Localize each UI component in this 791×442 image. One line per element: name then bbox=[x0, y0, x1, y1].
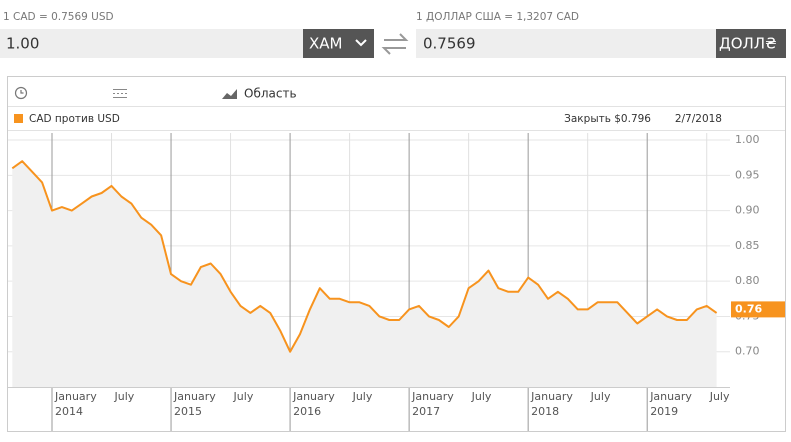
x-tick-label: July bbox=[471, 390, 492, 403]
right-rate: 1 ДОЛЛАР США = 1,3207 CAD bbox=[416, 11, 579, 23]
current-value-tag bbox=[731, 301, 785, 318]
chart-type-label[interactable]: Область bbox=[244, 87, 297, 101]
x-tick-label: January bbox=[530, 390, 573, 403]
x-year-label: 2015 bbox=[174, 405, 202, 418]
x-tick-label: January bbox=[292, 390, 335, 403]
right-amount: 0.7569 bbox=[423, 35, 476, 53]
x-tick-label: January bbox=[54, 390, 97, 403]
area-icon[interactable] bbox=[222, 89, 237, 99]
price-line bbox=[11, 160, 718, 353]
y-tick-label: 0.95 bbox=[735, 168, 760, 181]
x-tick-label: July bbox=[590, 390, 611, 403]
y-tick-label: 1.00 bbox=[735, 133, 760, 146]
x-year-label: 2018 bbox=[531, 405, 559, 418]
left-amount-input[interactable] bbox=[0, 29, 303, 58]
x-year-label: 2017 bbox=[412, 405, 440, 418]
swap-button[interactable] bbox=[381, 33, 409, 55]
x-tick-label: January bbox=[173, 390, 216, 403]
left-rate: 1 CAD = 0.7569 USD bbox=[3, 11, 114, 23]
right-currency-button[interactable]: ДОЛЛ₴ bbox=[716, 29, 786, 58]
x-tick-label: July bbox=[352, 390, 373, 403]
current-value-label: 0.76 bbox=[735, 302, 762, 315]
y-tick-label: 0.70 bbox=[735, 345, 760, 358]
plot: 0.700.750.800.850.900.951.00January2014J… bbox=[8, 133, 785, 431]
time-range-button[interactable] bbox=[14, 86, 28, 100]
right-amount-input[interactable] bbox=[416, 29, 716, 58]
dropdown-chevron bbox=[355, 39, 367, 47]
x-year-label: 2019 bbox=[650, 405, 678, 418]
left-amount: 1.00 bbox=[6, 35, 39, 53]
x-tick-label: July bbox=[114, 390, 135, 403]
indicators-button[interactable] bbox=[113, 89, 127, 98]
area-fill bbox=[12, 161, 717, 387]
legend-swatch bbox=[14, 114, 23, 123]
y-tick-label: 0.80 bbox=[735, 274, 760, 287]
close-text: Закрыть $0.796 bbox=[564, 113, 651, 125]
close-date: 2/7/2018 bbox=[675, 113, 722, 125]
x-tick-label: July bbox=[233, 390, 254, 403]
y-tick-label: 0.85 bbox=[735, 239, 760, 252]
y-tick-label: 0.90 bbox=[735, 204, 760, 217]
x-tick-label: January bbox=[411, 390, 454, 403]
x-year-label: 2014 bbox=[55, 405, 83, 418]
legend-label: CAD против USD bbox=[29, 113, 120, 125]
x-tick-label: July bbox=[709, 390, 730, 403]
right-currency-bg bbox=[716, 29, 786, 58]
x-tick-label: January bbox=[649, 390, 692, 403]
chart-panel bbox=[7, 76, 786, 432]
x-year-label: 2016 bbox=[293, 405, 321, 418]
right-currency: ДОЛЛ₴ bbox=[719, 35, 777, 53]
left-currency: ХАМ bbox=[309, 35, 342, 53]
